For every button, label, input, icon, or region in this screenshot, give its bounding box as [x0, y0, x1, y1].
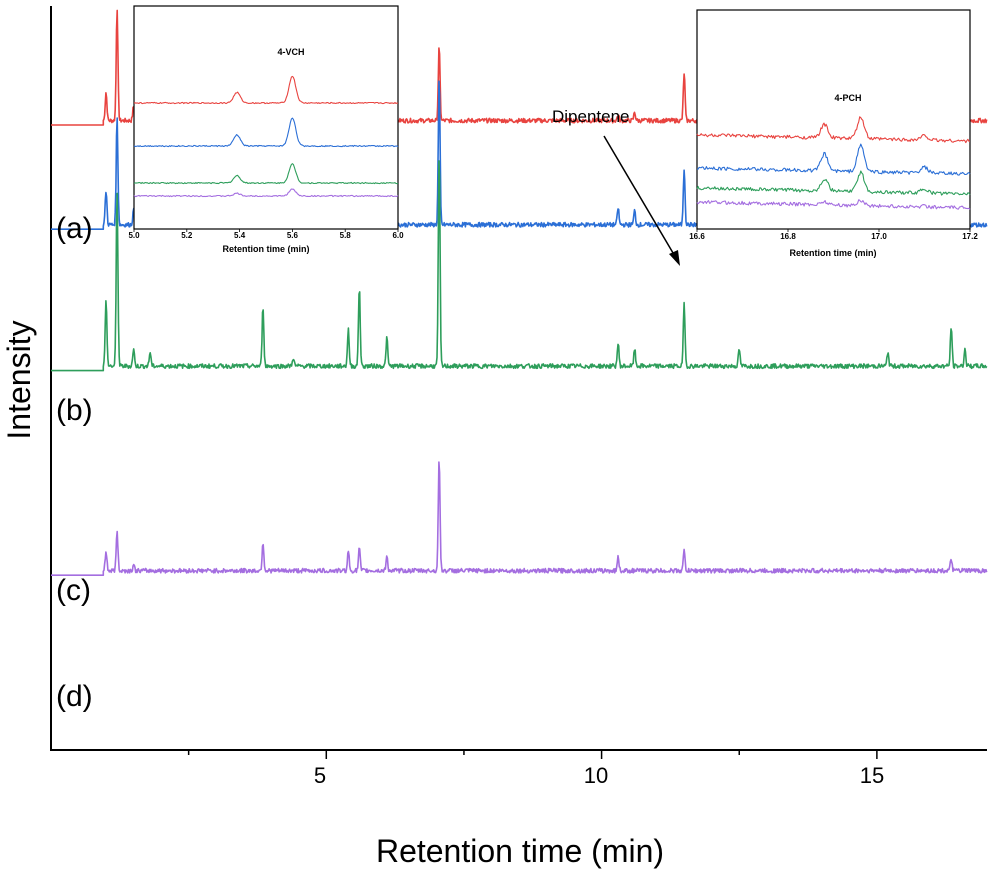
dipentene-arrow-head: [669, 250, 680, 266]
trace-d: [51, 461, 988, 576]
inset-tick-label: 5.8: [340, 231, 352, 240]
inset-tick-label: 5.0: [128, 231, 140, 240]
inset-4vch-compound-label: 4-VCH: [277, 47, 304, 57]
inset-4pch-traces: [696, 116, 971, 210]
inset-tick-label: 16.6: [689, 232, 705, 241]
inset-4pch-x-title: Retention time (min): [790, 248, 877, 258]
x-tick-label-10: 10: [584, 763, 608, 788]
inset-tick-label: 17.0: [871, 232, 887, 241]
inset-tick-label: 5.4: [234, 231, 246, 240]
inset-4vch: 5.0 5.2 5.4 5.6 5.8 6.0 4-VCH Retention time …: [128, 5, 404, 254]
x-tick-label-15: 15: [860, 763, 884, 788]
trace-c: [51, 160, 988, 372]
inset-trace-b: [696, 143, 971, 176]
inset-tick-label: 5.6: [287, 231, 299, 240]
inset-4vch-frame: [133, 5, 399, 230]
inset-4pch-compound-label: 4-PCH: [834, 93, 861, 103]
main-axes-frame: [50, 6, 987, 751]
dipentene-arrow-line: [603, 135, 677, 259]
y-axis-title: Intensity: [1, 320, 37, 439]
dipentene-annotation: Dipentene: [552, 107, 630, 126]
inset-trace-c: [133, 163, 399, 185]
inset-4pch-frame: [696, 9, 971, 230]
inset-trace-d: [133, 188, 399, 198]
inset-4vch-x-title: Retention time (min): [223, 244, 310, 254]
x-axis-ticks: [187, 750, 878, 759]
inset-tick-label: 16.8: [780, 232, 796, 241]
trace-label-b: (b): [56, 394, 93, 427]
inset-4pch: 16.6 16.8 17.0 17.2 4-PCH Retention time (m…: [689, 9, 978, 258]
x-axis-title: Retention time (min): [376, 833, 664, 869]
inset-trace-b: [133, 117, 399, 148]
inset-tick-label: 6.0: [392, 231, 404, 240]
trace-label-c: (c): [56, 574, 91, 607]
inset-tick-label: 5.2: [181, 231, 193, 240]
inset-trace-c: [696, 170, 971, 196]
inset-trace-d: [696, 199, 971, 210]
trace-label-d: (d): [56, 680, 93, 713]
inset-trace-a: [696, 116, 971, 144]
inset-4vch-traces: [133, 75, 399, 198]
inset-tick-label: 17.2: [962, 232, 978, 241]
trace-label-a: (a): [56, 212, 93, 245]
x-tick-label-5: 5: [314, 763, 326, 788]
inset-trace-a: [133, 75, 399, 105]
inset-4vch-ticks: 5.0 5.2 5.4 5.6 5.8 6.0: [128, 229, 404, 240]
inset-4pch-ticks: 16.6 16.8 17.0 17.2: [689, 229, 978, 241]
